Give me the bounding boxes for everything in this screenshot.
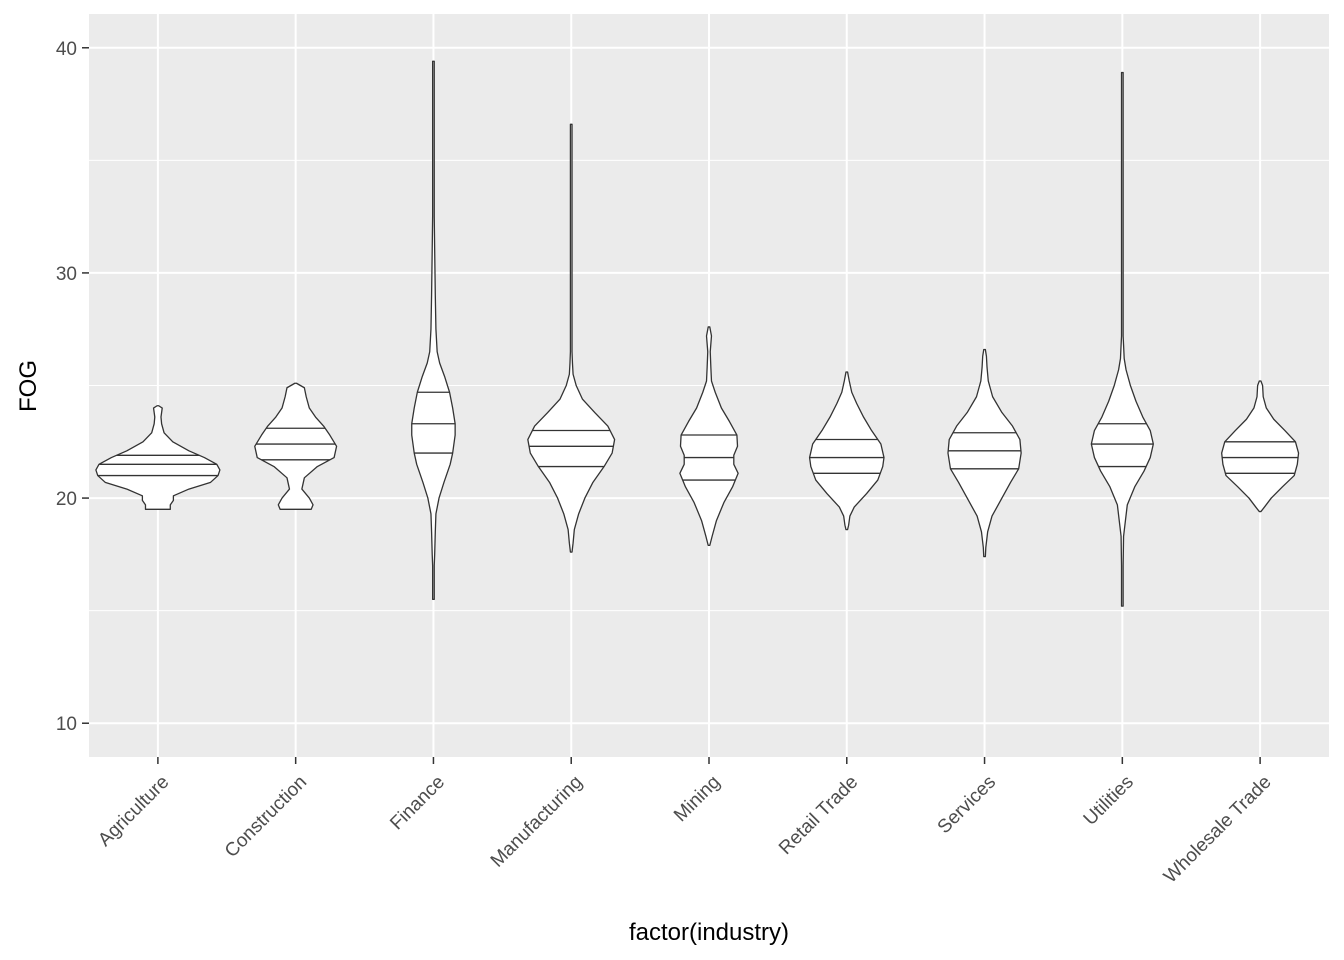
violin-agriculture [95, 405, 221, 510]
violin-retail-trade [808, 371, 885, 531]
violin-body [95, 405, 221, 510]
violin-body [679, 326, 739, 547]
x-axis-title: factor(industry) [629, 919, 789, 946]
y-tick-label: 10 [56, 714, 77, 735]
violin-wholesale-trade [1221, 380, 1300, 513]
violin-utilities [1090, 71, 1154, 607]
violins [95, 60, 1300, 607]
y-tick-label: 30 [56, 264, 77, 285]
violin-construction [254, 382, 338, 510]
violin-body [947, 348, 1022, 558]
violin-body [1090, 71, 1154, 607]
y-tick-label: 20 [56, 489, 77, 510]
y-axis: 10 20 30 40 [56, 39, 89, 735]
violin-body [808, 371, 885, 531]
violin-body [527, 123, 616, 553]
y-axis-title: FOG [15, 360, 42, 412]
violin-mining [679, 326, 739, 547]
violin-body [254, 382, 338, 510]
violin-manufacturing [527, 123, 616, 553]
violin-body [1221, 380, 1300, 513]
violin-services [947, 348, 1022, 558]
violin-body [411, 60, 456, 601]
y-tick-label: 40 [56, 39, 77, 60]
violin-finance [411, 60, 456, 601]
